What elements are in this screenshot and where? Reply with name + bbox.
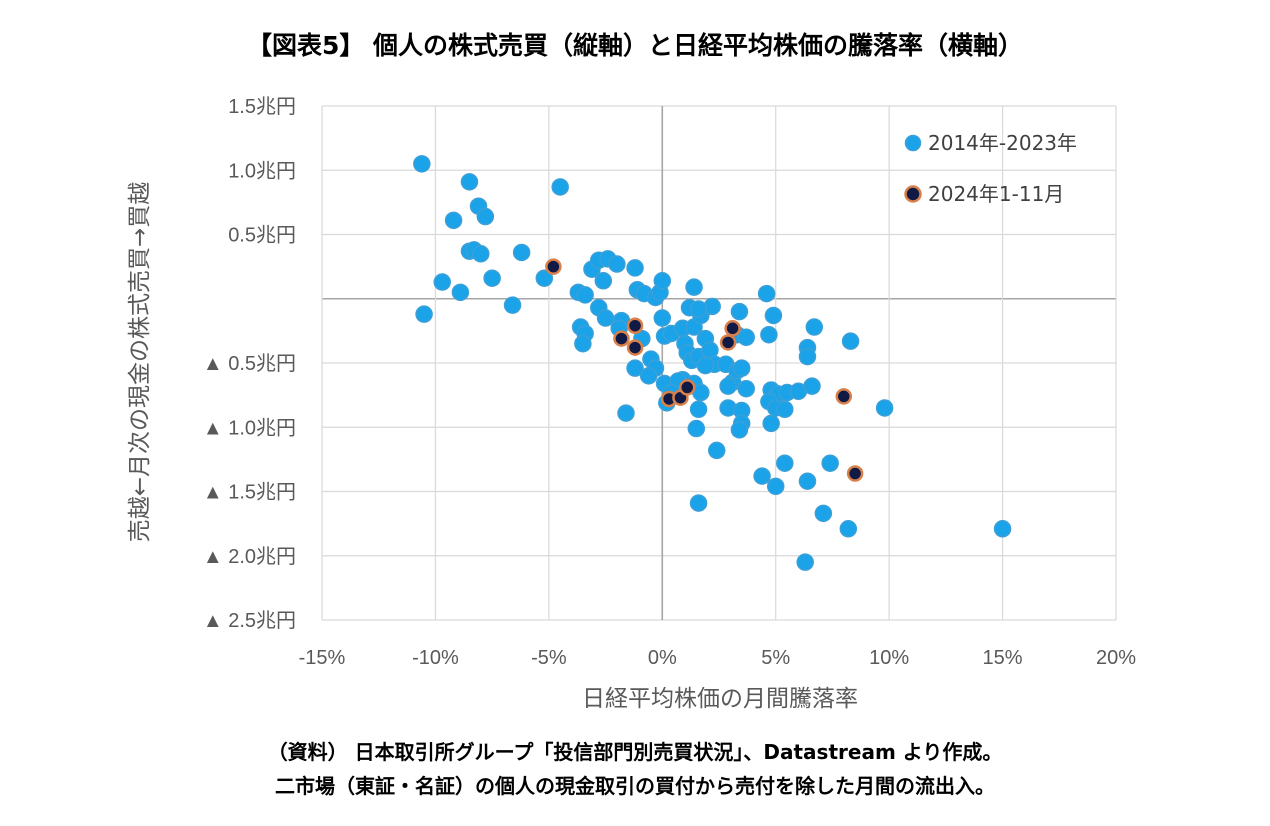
point-2014-2023 — [764, 306, 783, 325]
x-tick-label: 20% — [1096, 647, 1136, 669]
y-tick-label: ▲ 0.5兆円 — [203, 352, 296, 375]
point-2014-2023 — [689, 300, 708, 318]
data-points — [413, 155, 1012, 571]
point-2014-2023 — [689, 400, 708, 419]
source-note: （資料） 日本取引所グループ「投信部門別売買状況」、Datastream より作… — [267, 740, 1003, 764]
y-axis-ticks: 1.5兆円 1.0兆円 0.5兆円 ▲ 0.5兆円 ▲ 1.0兆円 ▲ 1.5兆円 ▲ 2.… — [203, 95, 296, 632]
point-2014-2023 — [626, 259, 644, 277]
x-axis-ticks: -15% -10% -5% 0% 5% 10% 15% 20% — [299, 647, 1137, 669]
point-2024 — [846, 465, 864, 482]
point-2014-2023 — [696, 356, 715, 375]
point-2024 — [678, 379, 696, 396]
y-tick-label: ▲ 2.5兆円 — [203, 609, 296, 632]
y-tick-label: 0.5兆円 — [228, 224, 296, 247]
x-axis-label: 日経平均株価の月間騰落率 — [582, 686, 858, 712]
point-2014-2023 — [535, 269, 554, 287]
point-2014-2023 — [483, 269, 501, 287]
point-2014-2023 — [753, 467, 771, 485]
point-2014-2023 — [757, 284, 776, 303]
point-2024 — [626, 317, 644, 334]
point-2014-2023 — [413, 155, 431, 173]
legend-label-series1: 2014年-2023年 — [928, 131, 1077, 155]
point-2014-2023 — [730, 302, 749, 321]
definition-note: 二市場（東証・名証）の個人の現金取引の買付から売付を除した月間の流出入。 — [275, 774, 995, 798]
point-2014-2023 — [707, 441, 726, 460]
legend-marker-series2 — [904, 185, 922, 203]
point-2014-2023 — [805, 318, 824, 336]
point-2014-2023 — [776, 400, 794, 419]
point-2014-2023 — [472, 245, 490, 263]
x-tick-label: 5% — [761, 647, 790, 669]
point-2014-2023 — [687, 419, 706, 438]
point-2014-2023 — [760, 325, 778, 344]
y-tick-label: ▲ 1.5兆円 — [203, 481, 296, 504]
point-2014-2023 — [503, 296, 522, 314]
point-2014-2023 — [653, 272, 672, 290]
point-2014-2023 — [596, 309, 615, 327]
point-2014-2023 — [719, 377, 737, 395]
x-tick-label: -10% — [412, 647, 459, 669]
x-tick-label: 10% — [869, 647, 909, 669]
point-2014-2023 — [689, 494, 708, 512]
x-tick-label: 0% — [648, 647, 677, 669]
point-2024 — [719, 334, 737, 351]
point-2014-2023 — [803, 377, 821, 395]
point-2014-2023 — [798, 347, 817, 366]
x-tick-label: 15% — [983, 647, 1023, 669]
legend: 2014年-2023年 2024年1-11月 — [904, 131, 1077, 206]
point-2014-2023 — [875, 399, 894, 417]
point-2014-2023 — [814, 504, 833, 523]
point-2014-2023 — [653, 309, 672, 327]
point-2014-2023 — [821, 454, 839, 472]
point-2014-2023 — [737, 328, 755, 347]
y-tick-label: ▲ 2.0兆円 — [203, 545, 296, 568]
point-2014-2023 — [685, 278, 703, 296]
point-2024 — [724, 320, 741, 337]
point-2014-2023 — [798, 472, 817, 490]
point-2014-2023 — [444, 211, 463, 230]
point-2014-2023 — [776, 454, 794, 472]
point-2014-2023 — [608, 255, 626, 273]
point-2014-2023 — [730, 421, 749, 439]
point-2014-2023 — [460, 173, 479, 191]
point-2014-2023 — [762, 414, 780, 433]
y-tick-label: 1.5兆円 — [228, 95, 296, 118]
point-2014-2023 — [433, 273, 451, 291]
legend-label-series2: 2024年1-11月 — [928, 182, 1064, 206]
y-tick-label: ▲ 1.0兆円 — [203, 416, 296, 439]
point-2014-2023 — [993, 520, 1012, 538]
point-2014-2023 — [839, 520, 858, 538]
point-2014-2023 — [841, 332, 860, 350]
point-2014-2023 — [626, 359, 644, 377]
point-2014-2023 — [574, 334, 592, 353]
chart-title: 【図表5】 個人の株式売買（縦軸）と日経平均株価の騰落率（横軸） — [246, 31, 1024, 60]
point-2024 — [613, 330, 630, 347]
point-2014-2023 — [594, 272, 613, 290]
x-tick-label: -5% — [531, 647, 567, 669]
point-2014-2023 — [796, 553, 814, 571]
point-2024 — [835, 388, 853, 405]
point-2014-2023 — [639, 367, 658, 385]
point-2014-2023 — [576, 286, 594, 304]
point-2014-2023 — [476, 207, 495, 226]
point-2024 — [626, 339, 644, 356]
point-2014-2023 — [737, 379, 755, 398]
x-tick-label: -15% — [299, 647, 346, 669]
gridlines — [321, 105, 1117, 621]
point-2014-2023 — [415, 305, 433, 323]
y-tick-label: 1.0兆円 — [228, 159, 296, 182]
point-2014-2023 — [732, 359, 751, 377]
point-2014-2023 — [551, 178, 569, 196]
point-2014-2023 — [617, 404, 635, 422]
point-2024 — [545, 258, 562, 275]
point-2014-2023 — [766, 477, 785, 496]
legend-marker-series1 — [904, 134, 922, 152]
point-2014-2023 — [512, 243, 531, 262]
point-2014-2023 — [451, 283, 470, 302]
